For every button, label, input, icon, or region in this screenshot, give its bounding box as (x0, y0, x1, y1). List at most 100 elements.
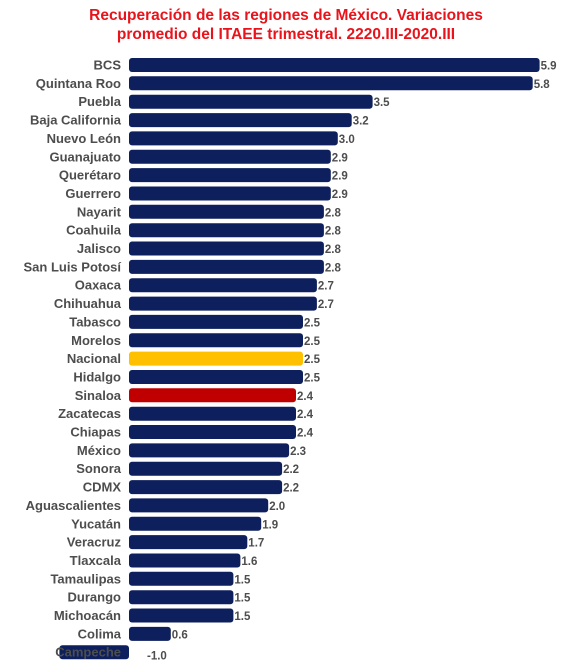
bar-michoacan (129, 608, 234, 623)
value-label-hidalgo: 2.5 (304, 373, 321, 385)
value-label-chiapas: 2.4 (297, 428, 314, 440)
bar-cdmx (129, 480, 283, 495)
value-label-durango: 1.5 (234, 593, 251, 605)
value-label-puebla: 3.5 (374, 97, 391, 109)
category-label-colima: Colima (78, 626, 122, 641)
value-label-oaxaca: 2.7 (318, 281, 334, 293)
chart-title-line-1: Recuperación de las regiones de México. … (89, 7, 483, 24)
category-label-guerrero: Guerrero (65, 186, 121, 201)
value-label-chihuahua: 2.7 (318, 299, 334, 311)
category-label-tabasco: Tabasco (69, 314, 121, 329)
category-label-jalisco: Jalisco (77, 241, 121, 256)
bar-puebla (129, 94, 373, 109)
category-label-zacatecas: Zacatecas (58, 406, 121, 421)
category-label-san-luis-potosi: San Luis Potosí (23, 259, 121, 274)
value-label-colima: 0.6 (172, 629, 188, 641)
bar-campeche (59, 645, 129, 660)
category-label-aguascalientes: Aguascalientes (26, 498, 121, 513)
value-label-cdmx: 2.2 (283, 483, 299, 495)
category-label-mexico: México (77, 443, 121, 458)
bar-yucatan (129, 516, 262, 531)
bar-chiapas (129, 425, 296, 439)
value-label-veracruz: 1.7 (248, 538, 264, 550)
category-label-baja-california: Baja California (30, 113, 122, 128)
value-label-campeche: -1.0 (147, 651, 167, 663)
category-label-tlaxcala: Tlaxcala (70, 553, 122, 568)
bar-baja-california (129, 113, 352, 128)
bar-tlaxcala (129, 553, 241, 568)
value-label-queretaro: 2.9 (332, 171, 348, 183)
bar-nacional (129, 351, 303, 366)
value-label-sinaloa: 2.4 (297, 391, 314, 403)
bar-veracruz (129, 535, 248, 550)
category-label-bcs: BCS (94, 58, 122, 73)
value-label-tabasco: 2.5 (304, 317, 321, 329)
bar-oaxaca (129, 278, 317, 293)
value-label-morelos: 2.5 (304, 336, 321, 348)
category-label-campeche: Campeche (55, 645, 121, 660)
value-label-quintana-roo: 5.8 (534, 79, 551, 91)
category-label-michoacan: Michoacán (54, 608, 121, 623)
bar-mexico (129, 443, 290, 458)
category-label-nacional: Nacional (67, 351, 121, 366)
value-label-nayarit: 2.8 (325, 207, 342, 219)
category-label-queretaro: Querétaro (59, 168, 121, 183)
category-label-cdmx: CDMX (83, 480, 122, 495)
bar-nayarit (129, 204, 324, 219)
value-label-yucatan: 1.9 (262, 519, 278, 531)
value-label-jalisco: 2.8 (325, 244, 342, 256)
value-label-bcs: 5.9 (541, 61, 557, 73)
bar-sonora (129, 461, 283, 476)
bar-sinaloa (129, 388, 296, 403)
category-label-hidalgo: Hidalgo (73, 370, 121, 385)
value-label-san-luis-potosi: 2.8 (325, 262, 342, 274)
category-label-sonora: Sonora (76, 461, 122, 476)
bar-aguascalientes (129, 498, 269, 513)
bar-colima (129, 626, 171, 641)
chart-title-line-2: promedio del ITAEE trimestral. 2220.III-… (116, 26, 456, 43)
bar-guanajuato (129, 149, 331, 164)
category-label-yucatan: Yucatán (71, 516, 121, 531)
value-label-sonora: 2.2 (283, 464, 299, 476)
bar-jalisco (129, 241, 324, 256)
bar-tamaulipas (129, 571, 234, 586)
bar-morelos (129, 333, 303, 348)
value-label-michoacan: 1.5 (234, 611, 251, 623)
bar-quintana-roo (129, 76, 533, 91)
bar-nuevo-leon (129, 131, 338, 146)
category-label-oaxaca: Oaxaca (75, 278, 122, 293)
value-label-nuevo-leon: 3.0 (339, 134, 355, 146)
bar-hidalgo (129, 370, 303, 384)
category-label-chihuahua: Chihuahua (54, 296, 122, 311)
category-label-tamaulipas: Tamaulipas (50, 571, 121, 586)
bar-coahuila (129, 223, 324, 238)
value-label-aguascalientes: 2.0 (269, 501, 285, 513)
value-label-tlaxcala: 1.6 (241, 556, 257, 568)
chart-title: Recuperación de las regiones de México. … (0, 6, 572, 44)
category-label-nuevo-leon: Nuevo León (47, 131, 121, 146)
value-label-coahuila: 2.8 (325, 226, 342, 238)
bar-guerrero (129, 186, 331, 201)
category-label-chiapas: Chiapas (70, 425, 121, 440)
bar-queretaro (129, 168, 331, 183)
bar-zacatecas (129, 406, 296, 421)
value-label-nacional: 2.5 (304, 354, 321, 366)
bar-durango (129, 590, 234, 605)
value-label-guanajuato: 2.9 (332, 152, 348, 164)
value-label-tamaulipas: 1.5 (234, 574, 251, 586)
category-label-veracruz: Veracruz (67, 535, 122, 550)
category-label-morelos: Morelos (71, 333, 121, 348)
category-label-nayarit: Nayarit (77, 204, 122, 219)
value-label-mexico: 2.3 (290, 446, 306, 458)
category-label-sinaloa: Sinaloa (75, 388, 122, 403)
category-label-quintana-roo: Quintana Roo (36, 76, 121, 91)
value-label-baja-california: 3.2 (353, 116, 369, 128)
category-label-puebla: Puebla (78, 94, 121, 109)
bar-bcs (129, 58, 540, 72)
bar-chihuahua (129, 296, 317, 311)
bar-san-luis-potosi (129, 259, 324, 274)
value-label-guerrero: 2.9 (332, 189, 348, 201)
bar-tabasco (129, 314, 303, 329)
value-label-zacatecas: 2.4 (297, 409, 314, 421)
